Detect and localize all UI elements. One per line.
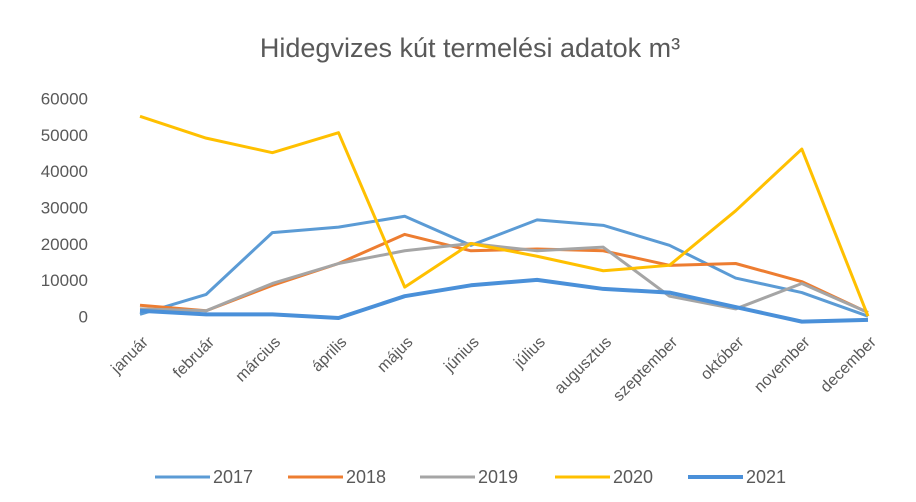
x-tick-label: szeptember [610,333,682,405]
legend-label: 2020 [613,467,653,487]
legend-label: 2017 [213,467,253,487]
y-tick-label: 50000 [41,126,88,145]
y-tick-label: 30000 [41,198,88,217]
line-series [139,214,869,318]
legend-label: 2021 [746,467,786,487]
y-tick-label: 10000 [41,271,88,290]
y-tick-label: 20000 [41,235,88,254]
line-series [139,277,869,324]
x-tick-label: január [108,333,153,378]
x-tick-label: április [309,334,351,376]
x-tick-label: június [440,334,482,376]
x-tick-label: május [374,334,416,376]
y-tick-label: 60000 [41,89,88,108]
x-tick-label: augusztus [551,334,615,398]
legend-label: 2019 [478,467,518,487]
chart-title: Hidegvizes kút termelési adatok m³ [260,33,680,63]
line-series [139,114,870,317]
x-tick-label: július [510,334,549,373]
y-tick-label: 0 [79,307,88,326]
y-tick-label: 40000 [41,162,88,181]
legend-label: 2018 [346,467,386,487]
x-tick-label: február [170,333,218,381]
x-tick-label: október [698,333,748,383]
line-series [139,242,869,314]
x-tick-label: március [233,334,285,386]
x-tick-label: november [751,333,814,396]
x-tick-label: december [817,333,880,396]
